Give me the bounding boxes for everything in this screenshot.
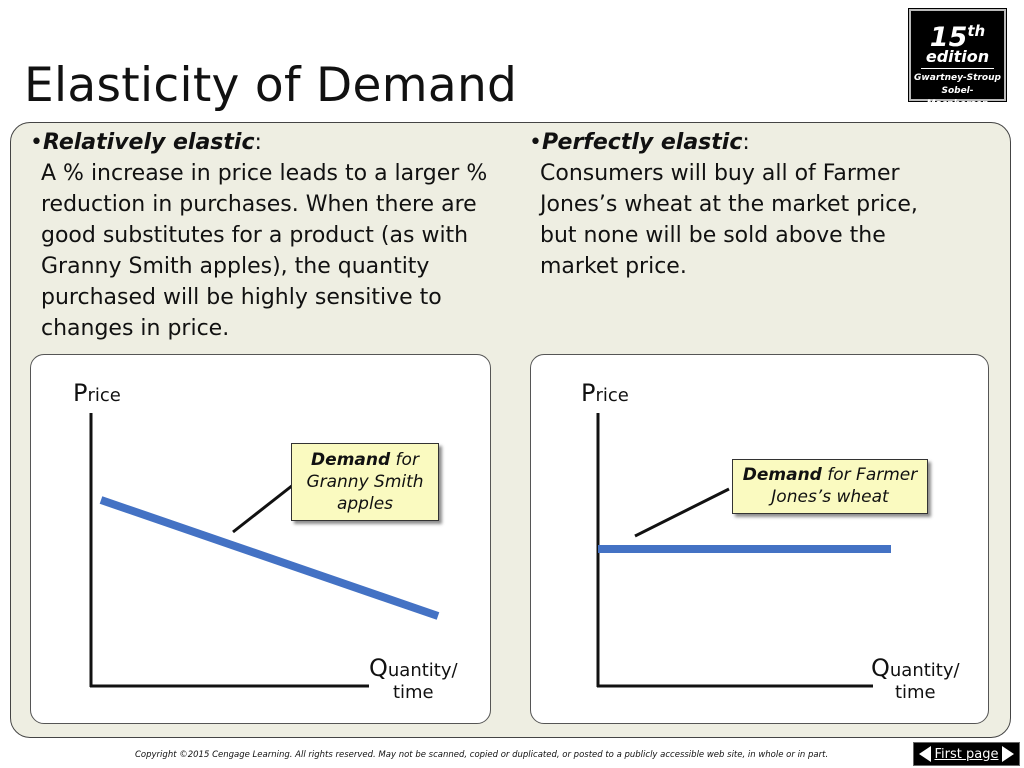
- right-demand-callout: Demand for Farmer Jones’s wheat: [732, 459, 928, 514]
- right-bullet: •: [529, 130, 542, 155]
- left-chart-svg: [89, 413, 440, 688]
- left-callout-bold: Demand: [311, 450, 391, 470]
- left-callout-line3: apples: [336, 494, 394, 514]
- right-line: market price.: [540, 254, 687, 279]
- left-heading-row: •Relatively elastic:: [30, 127, 520, 158]
- left-demand-callout: Demand for Granny Smith apples: [291, 443, 439, 521]
- right-heading: Perfectly elastic: [541, 130, 743, 155]
- left-y-axis-label: Price: [73, 379, 121, 407]
- badge-author-line-2: Sobel-Macpherson: [926, 86, 989, 109]
- arrow-left-icon: [918, 746, 931, 762]
- left-y-label-rest: rice: [87, 385, 121, 406]
- left-x-axis-label: Quantity/ time: [369, 654, 458, 704]
- right-x-label-initial: Q: [871, 654, 890, 682]
- left-x-label-line2: time: [392, 682, 434, 703]
- left-demand-curve: [99, 496, 440, 620]
- right-x-label-line2: time: [894, 682, 936, 703]
- right-y-label-initial: P: [581, 379, 596, 407]
- right-line: but none will be sold above the: [540, 223, 886, 248]
- right-body: Consumers will buy all of Farmer Jones’s…: [529, 158, 999, 282]
- right-heading-row: •Perfectly elastic:: [529, 127, 999, 158]
- right-y-axis-label: Price: [581, 379, 629, 407]
- arrow-right-icon: [1002, 746, 1015, 762]
- right-chart-box: Price Quantity/ time Demand for Farmer J…: [530, 354, 989, 724]
- left-line: purchased will be highly sensitive to: [41, 285, 442, 310]
- left-body: A % increase in price leads to a larger …: [30, 158, 520, 344]
- left-callout-line1: Demand for: [292, 449, 438, 471]
- right-text-block: •Perfectly elastic: Consumers will buy a…: [529, 127, 999, 282]
- left-text-block: •Relatively elastic: A % increase in pri…: [30, 127, 520, 344]
- copyright-footer: Copyright ©2015 Cengage Learning. All ri…: [135, 750, 829, 760]
- badge-authors: Gwartney-Stroup Sobel-Macpherson: [911, 72, 1004, 111]
- edition-number: 15th: [911, 17, 1004, 52]
- left-callout-line1-rest: for: [390, 450, 419, 470]
- left-line: changes in price.: [41, 316, 230, 341]
- right-line: Consumers will buy all of Farmer: [540, 161, 900, 186]
- left-x-label-line1: Quantity/: [369, 654, 458, 682]
- left-line: Granny Smith apples), the quantity: [41, 254, 430, 279]
- left-x-label-rest: uantity/: [387, 660, 458, 681]
- badge-divider: [921, 68, 994, 69]
- left-chart-box: Price Quantity/ time Demand for Granny S…: [30, 354, 491, 724]
- right-y-label-rest: rice: [595, 385, 629, 406]
- left-callout-leader: [232, 483, 294, 534]
- edition-number-value: 15: [929, 22, 968, 53]
- right-callout-line1-rest: for Farmer: [821, 465, 918, 485]
- first-page-label[interactable]: First page: [934, 746, 999, 762]
- badge-author-line-1: Gwartney-Stroup: [914, 73, 1001, 83]
- edition-label: edition: [925, 47, 990, 66]
- right-chart-svg: [596, 413, 891, 688]
- left-line: reduction in purchases. When there are: [41, 192, 477, 217]
- edition-number-suffix: th: [967, 22, 986, 40]
- right-callout-line2: Jones’s wheat: [771, 487, 889, 507]
- slide-title: Elasticity of Demand: [24, 58, 518, 113]
- right-x-axis-label: Quantity/ time: [871, 654, 960, 704]
- edition-badge: 15th edition Gwartney-Stroup Sobel-Macph…: [908, 8, 1007, 109]
- right-callout-bold: Demand: [742, 465, 822, 485]
- left-heading: Relatively elastic: [42, 130, 255, 155]
- right-callout-line1: Demand for Farmer: [733, 464, 927, 486]
- first-page-button[interactable]: First page: [913, 742, 1020, 766]
- right-line: Jones’s wheat at the market price,: [540, 192, 918, 217]
- left-callout-line2: Granny Smith: [306, 472, 424, 492]
- right-callout-leader: [634, 487, 730, 538]
- left-line: good substitutes for a product (as with: [41, 223, 469, 248]
- left-y-label-initial: P: [73, 379, 88, 407]
- left-heading-colon: :: [254, 130, 262, 155]
- left-line: A % increase in price leads to a larger …: [41, 161, 488, 186]
- right-x-label-rest: uantity/: [889, 660, 960, 681]
- left-x-label-initial: Q: [369, 654, 388, 682]
- right-x-label-line1: Quantity/: [871, 654, 960, 682]
- right-heading-colon: :: [742, 130, 750, 155]
- left-bullet: •: [30, 130, 43, 155]
